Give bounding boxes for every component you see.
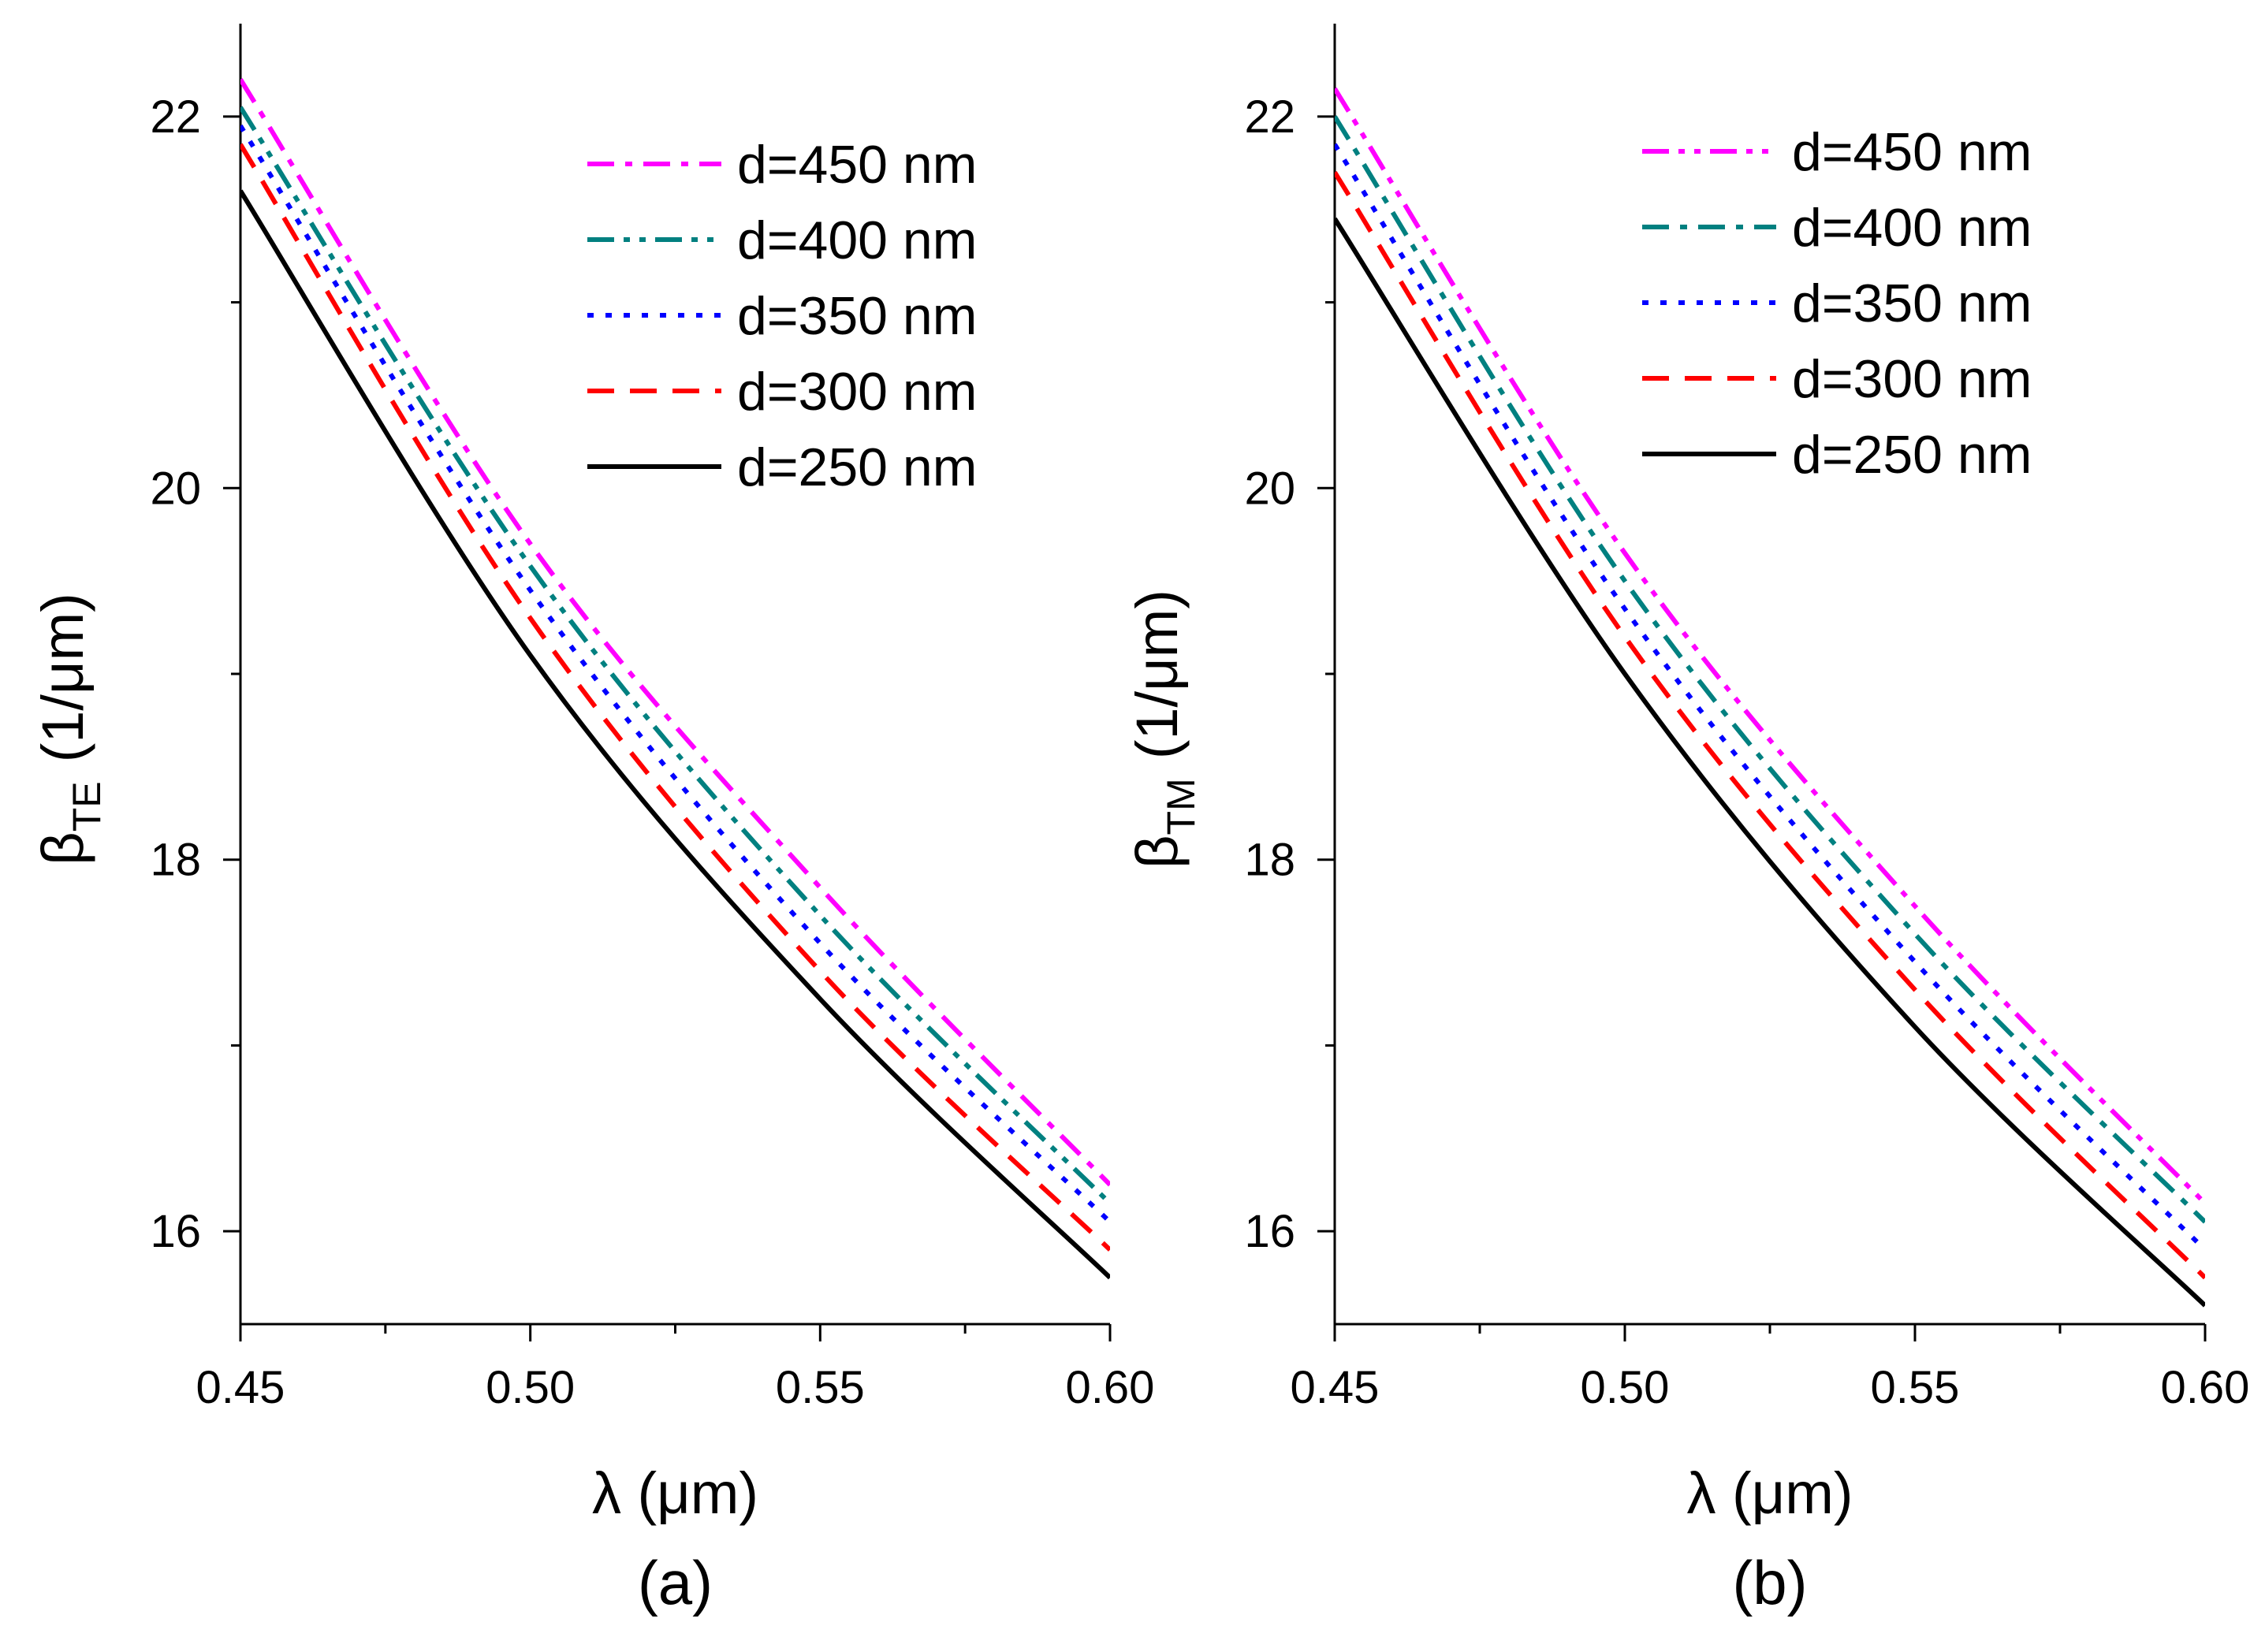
x-tick-label: 0.45	[1291, 1362, 1380, 1413]
legend-label: d=400 nm	[737, 210, 977, 270]
y-tick-label: 20	[150, 463, 201, 514]
y-label-subscript: TE	[65, 781, 109, 832]
x-tick-label: 0.55	[1871, 1362, 1960, 1413]
x-tick-label: 0.60	[1066, 1362, 1155, 1413]
y-tick-label: 18	[1244, 835, 1295, 886]
y-label-subscript: TM	[1159, 778, 1203, 835]
x-tick-label: 0.50	[486, 1362, 575, 1413]
legend-label: d=450 nm	[737, 135, 977, 195]
legend-label: d=250 nm	[1792, 425, 2032, 485]
series-line-d-450-nm	[1335, 87, 2205, 1205]
y-tick-label: 16	[1244, 1206, 1295, 1257]
legend-label: d=400 nm	[1792, 198, 2032, 258]
chart-panel-b: 0.45 0.50 0.55 0.60 16 18 20 22 d=450 nm d=400 nm…	[1124, 24, 2250, 1617]
chart-panel-a: 0.45 0.50 0.55 0.60 16 18 20 22 d=450 nm d=400 nm…	[30, 24, 1155, 1617]
series-line-d-250-nm	[1335, 217, 2205, 1308]
legend-label: d=300 nm	[1792, 349, 2032, 409]
series-line-d-350-nm	[240, 125, 1110, 1224]
series-line-d-450-nm	[240, 78, 1110, 1187]
y-label-unit: (1/μm)	[30, 593, 95, 762]
series-line-d-350-nm	[1335, 143, 2205, 1252]
legend-label: d=300 nm	[737, 362, 977, 422]
legend-label: d=450 nm	[1792, 122, 2032, 182]
y-tick-label: 16	[150, 1206, 201, 1257]
legend-label: d=350 nm	[1792, 273, 2032, 333]
y-label-beta: β	[1124, 835, 1190, 869]
y-axis-label: βTE (1/μm)	[30, 593, 109, 865]
series-line-d-300-nm	[240, 143, 1110, 1252]
x-axis-label: λ (μm)	[1686, 1460, 1853, 1526]
x-axis-label: λ (μm)	[592, 1460, 758, 1526]
series-line-d-300-nm	[1335, 170, 2205, 1280]
y-label-unit: (1/μm)	[1124, 590, 1190, 759]
y-tick-label: 22	[150, 91, 201, 143]
y-label-beta: β	[30, 832, 95, 865]
legend-label: d=350 nm	[737, 286, 977, 346]
x-tick-label: 0.50	[1581, 1362, 1670, 1413]
panel-label: (b)	[1732, 1548, 1807, 1617]
series-line-d-400-nm	[1335, 115, 2205, 1224]
x-tick-label: 0.60	[2161, 1362, 2250, 1413]
x-tick-label: 0.45	[196, 1362, 285, 1413]
x-tick-label: 0.55	[776, 1362, 865, 1413]
y-tick-label: 20	[1244, 463, 1295, 514]
y-tick-label: 22	[1244, 91, 1295, 143]
series-line-d-400-nm	[240, 106, 1110, 1205]
y-tick-label: 18	[150, 835, 201, 886]
series-line-d-250-nm	[240, 189, 1110, 1280]
panel-label: (a)	[638, 1548, 713, 1617]
legend-label: d=250 nm	[737, 437, 977, 497]
y-axis-label: βTM (1/μm)	[1124, 590, 1203, 869]
